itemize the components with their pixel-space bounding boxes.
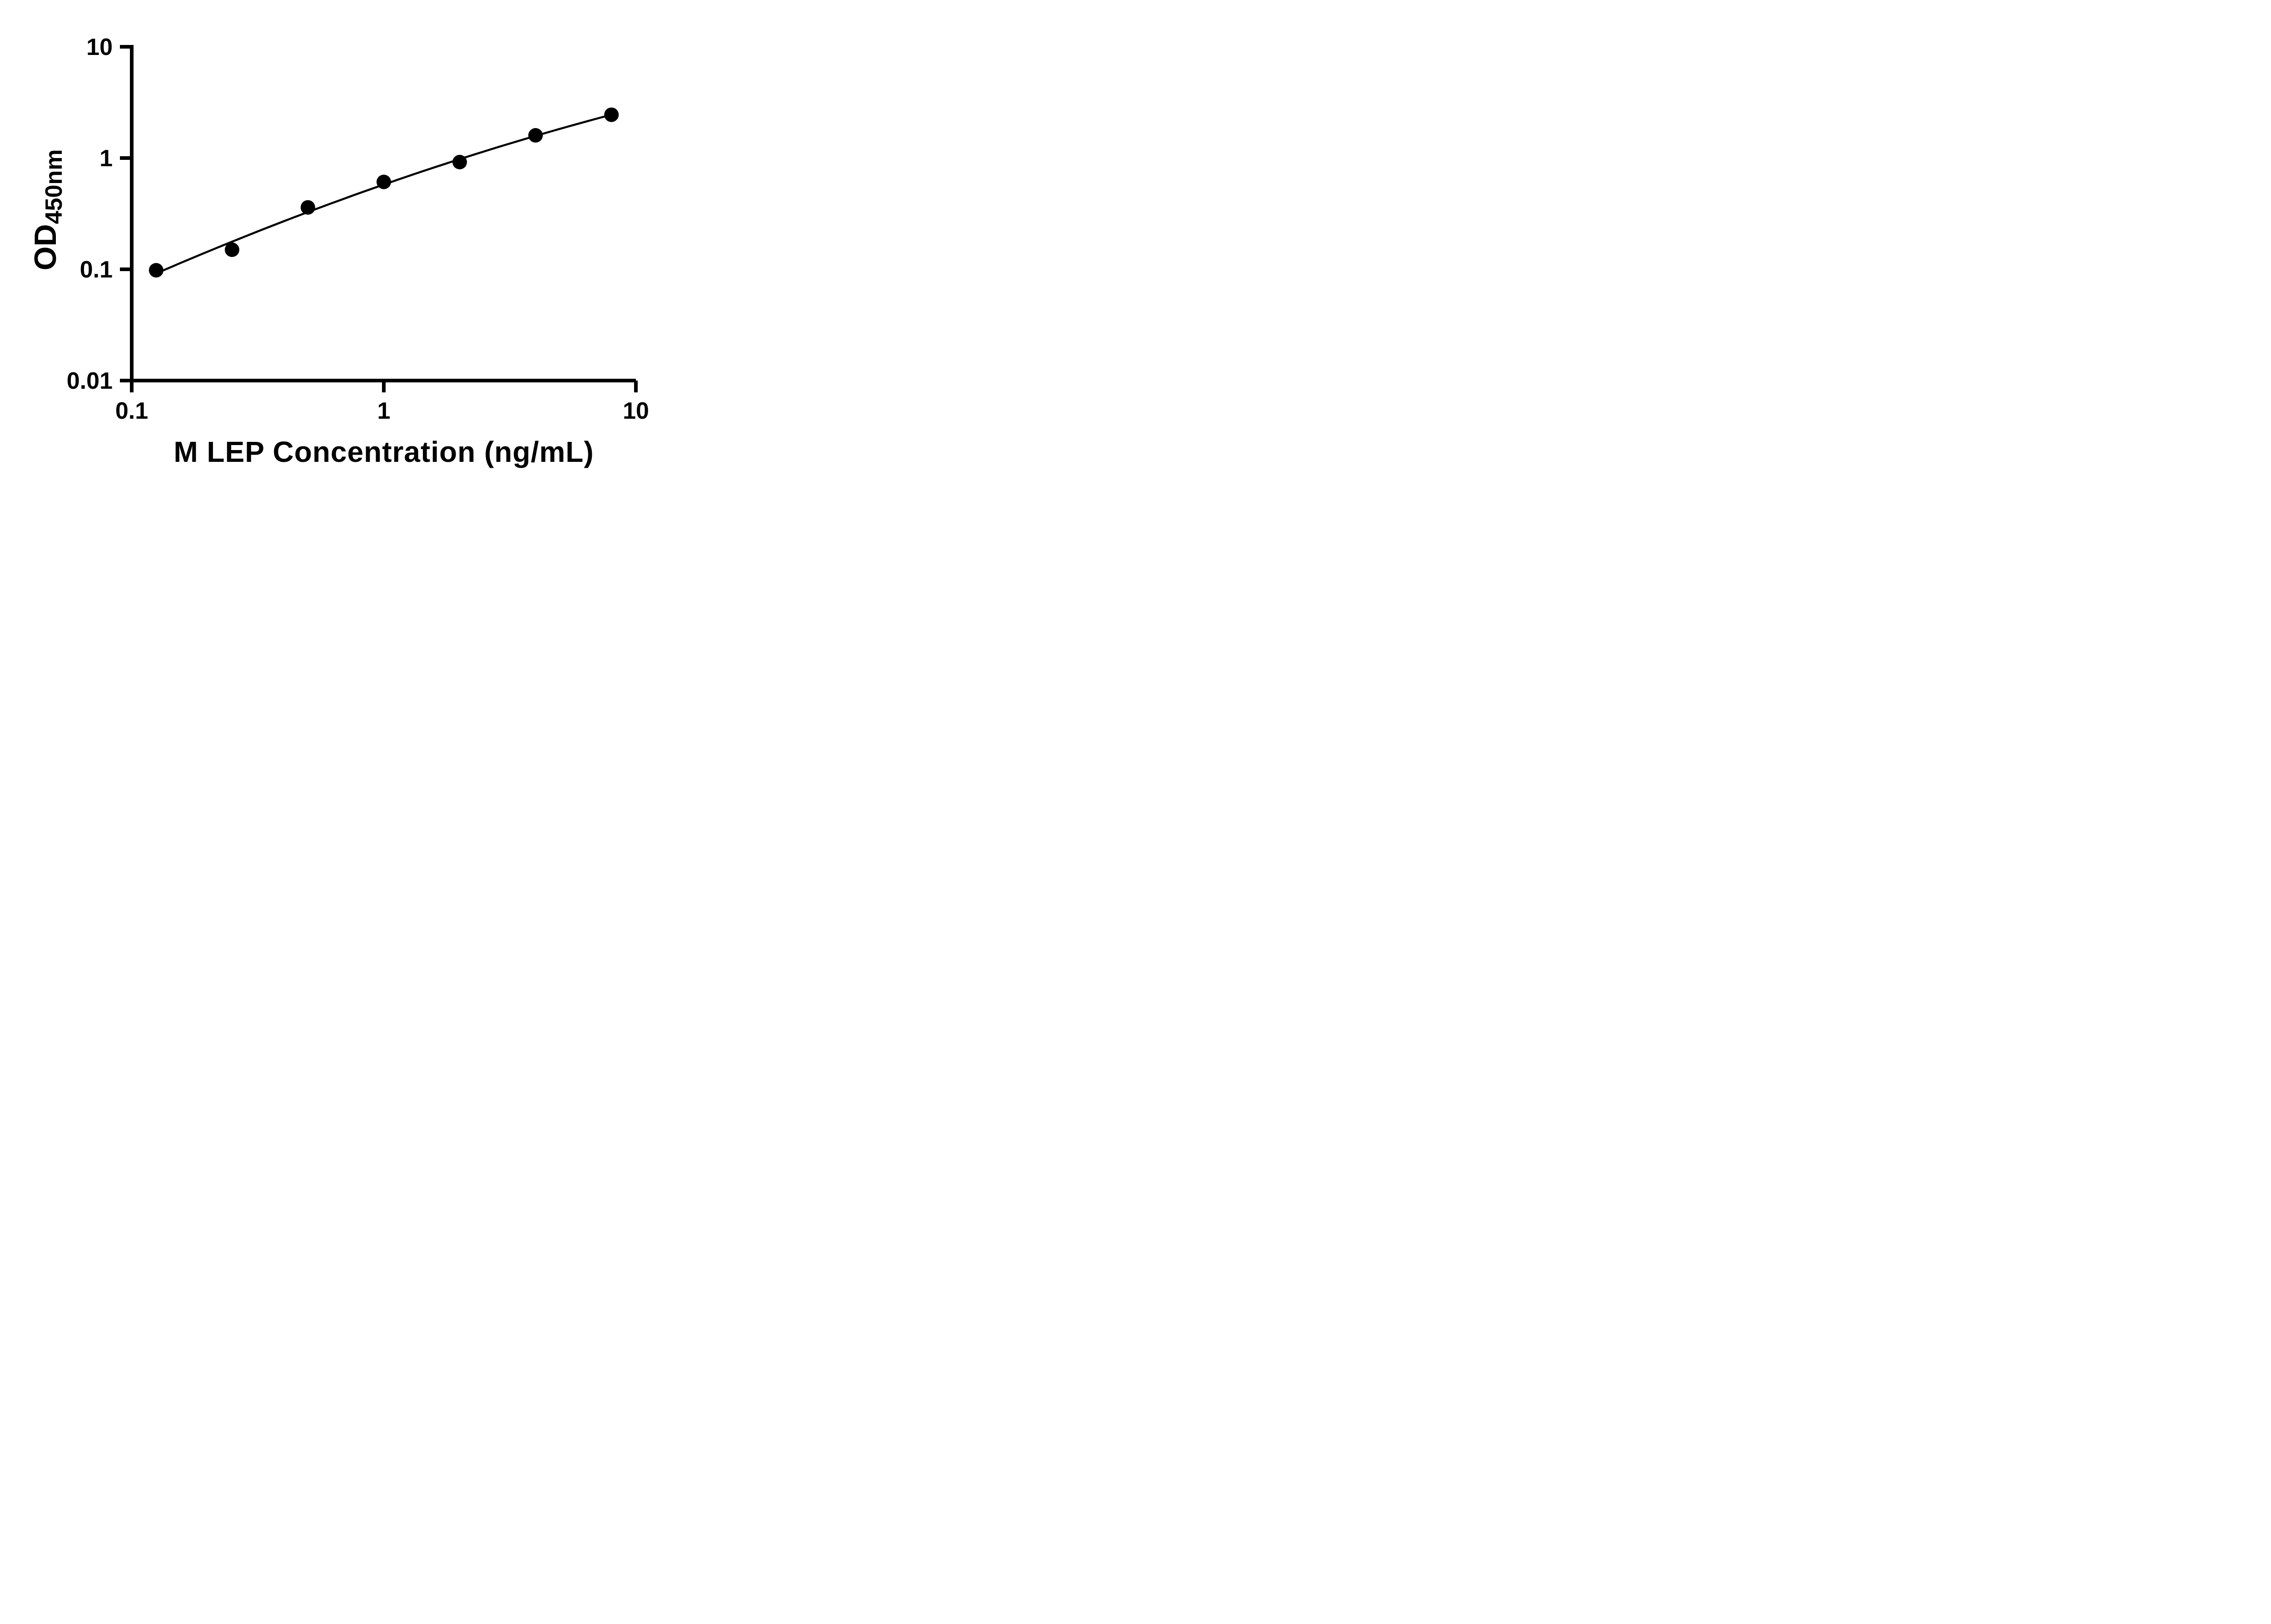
x-axis-tick-label: 1 xyxy=(377,398,391,424)
fit-curve xyxy=(155,114,612,275)
x-axis-title: M LEP Concentration (ng/mL) xyxy=(174,436,594,468)
axis-lines xyxy=(130,45,636,382)
y-axis-tick-label: 1 xyxy=(99,145,113,172)
data-point xyxy=(604,107,619,122)
y-axis-title-subscript: 450nm xyxy=(41,149,67,224)
data-point xyxy=(149,263,164,278)
y-axis-tick-label: 10 xyxy=(86,34,113,60)
data-point xyxy=(452,154,467,169)
y-axis-title: OD450nm xyxy=(28,149,67,271)
y-axis-tick-label: 0.1 xyxy=(80,257,113,283)
y-axis-title-main: OD xyxy=(28,224,63,271)
x-axis-tick-label: 0.1 xyxy=(115,398,148,424)
data-point xyxy=(377,174,391,189)
data-point xyxy=(300,200,315,215)
data-point xyxy=(528,128,543,143)
standard-curve-figure: 0.1 1 10 10 1 0.1 0.01 M LEP Concentration (ng… xyxy=(0,0,699,487)
y-axis-tick-label: 0.01 xyxy=(67,368,113,394)
data-point xyxy=(224,242,239,257)
x-axis-tick-label: 10 xyxy=(623,398,649,424)
